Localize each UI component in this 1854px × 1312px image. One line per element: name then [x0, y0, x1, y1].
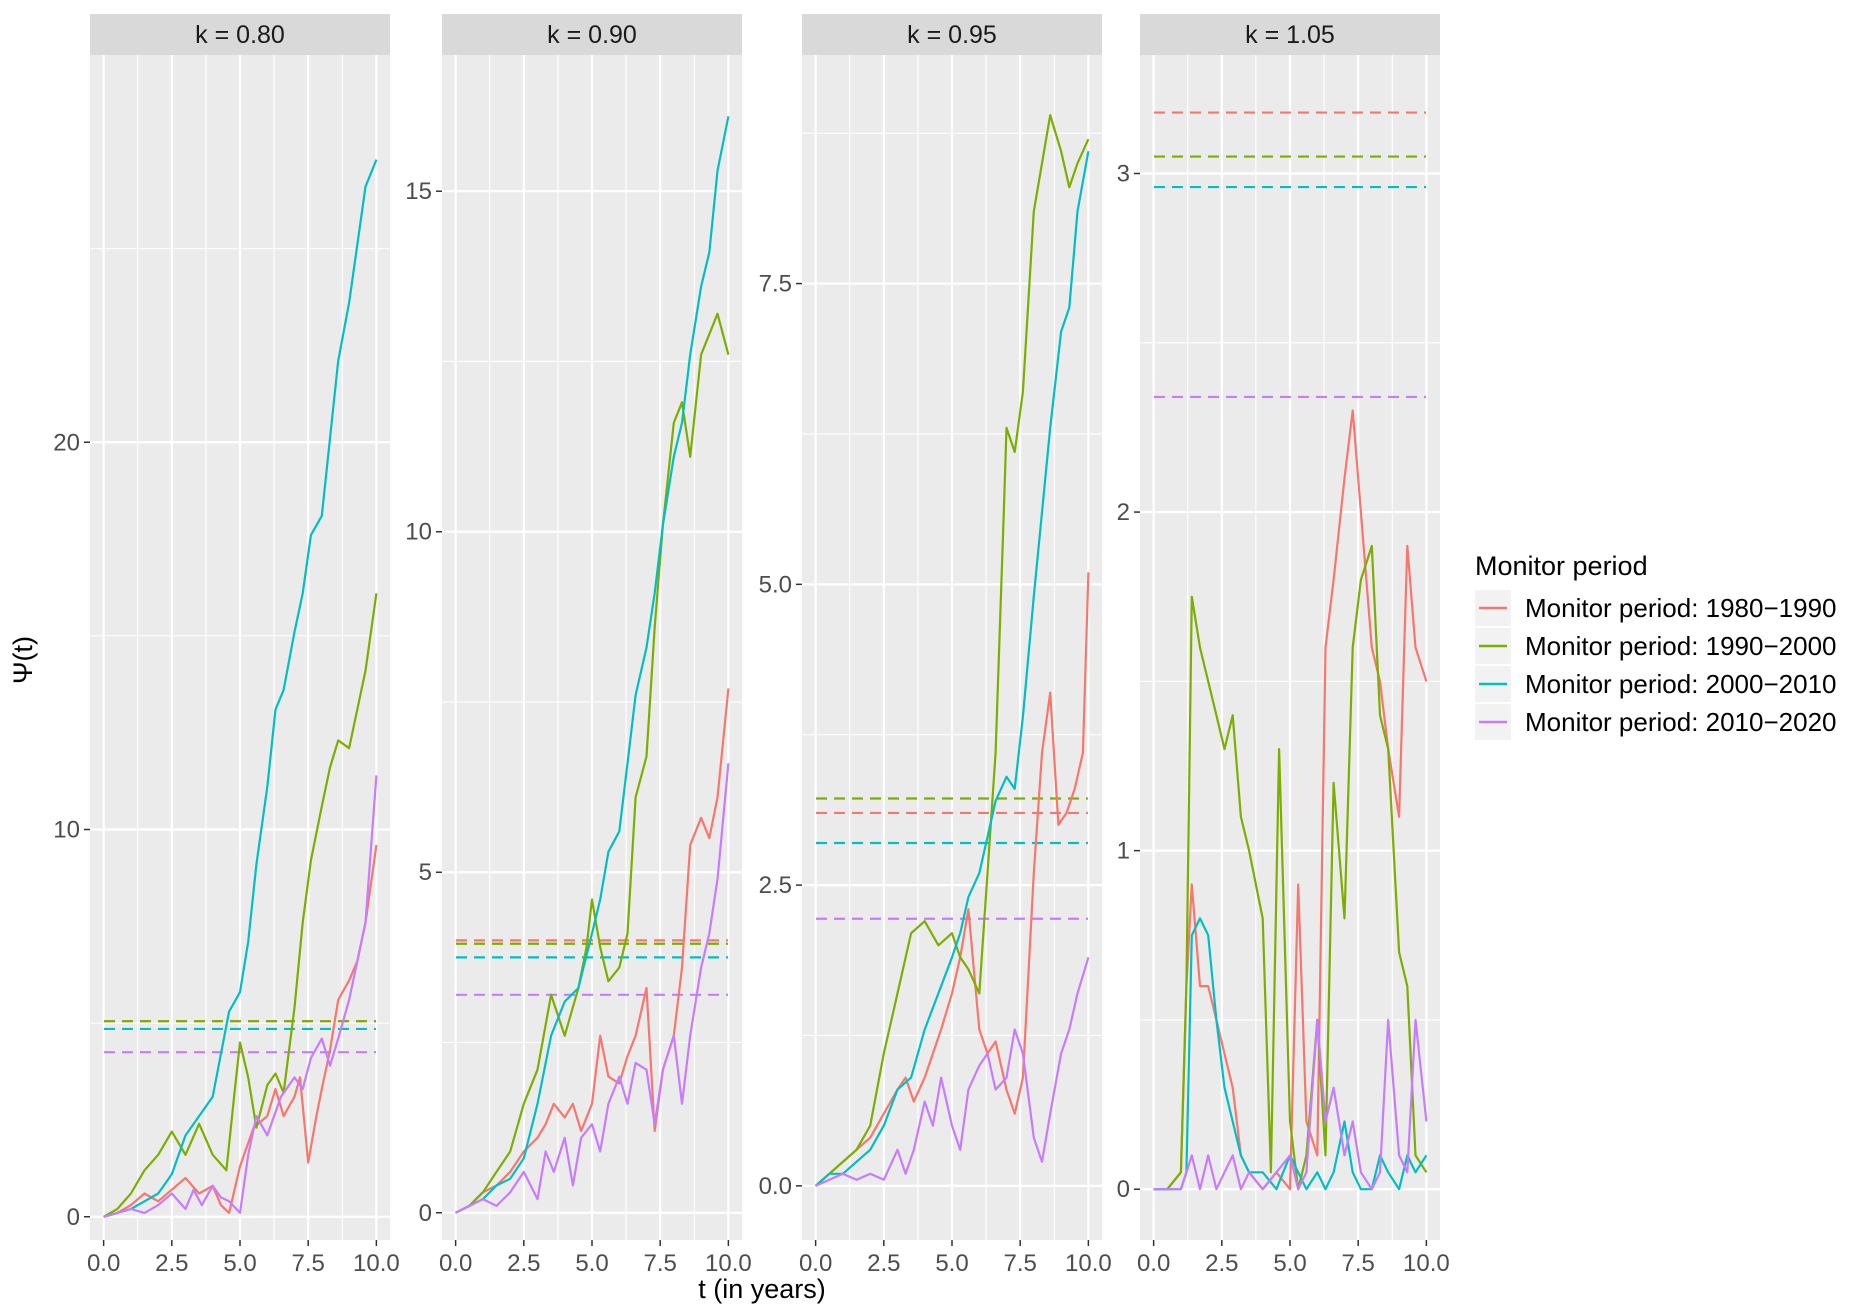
facet-strip-label: k = 0.90 [547, 21, 637, 49]
x-tick-label: 7.5 [643, 1250, 676, 1277]
x-tick-label: 0.0 [1137, 1250, 1170, 1277]
x-tick-label: 10.0 [705, 1250, 752, 1277]
series-line-2 [455, 312, 730, 1214]
panel-k-0.80: k = 0.80 0 10 20 0.0 2.5 5.0 7.5 10.0 [53, 14, 400, 1277]
x-tick-label: 7.5 [1341, 1250, 1374, 1277]
y-tick-label: 3 [1117, 161, 1130, 188]
series-line-3 [814, 151, 1090, 1187]
x-tick-label: 0.0 [87, 1250, 120, 1277]
y-tick-label: 0 [419, 1200, 432, 1227]
x-tick-label: 5.0 [575, 1250, 608, 1277]
series-line-1 [814, 572, 1090, 1187]
series-line-2 [103, 593, 378, 1218]
legend-entry-label: Monitor period: 2000−2010 [1525, 669, 1837, 699]
x-tick-label: 10.0 [1403, 1250, 1450, 1277]
legend-entry-label: Monitor period: 1990−2000 [1525, 631, 1837, 661]
x-tick-label: 2.5 [155, 1250, 188, 1277]
y-tick-label: 0 [1117, 1176, 1130, 1203]
y-axis-title: Ψ(t) [8, 636, 38, 684]
legend-entry-label: Monitor period: 1980−1990 [1525, 593, 1837, 623]
facet-strip [1140, 14, 1440, 55]
panel-k-0.95: k = 0.95 0.0 2.5 5.0 7.5 0.0 2.5 5.0 7.5 10.0 [759, 14, 1112, 1277]
facet-strip-label: k = 0.80 [195, 21, 285, 49]
y-tick-label: 2 [1117, 499, 1130, 526]
series-line-4 [103, 775, 378, 1218]
facet-strip [442, 14, 742, 55]
y-tick-label: 0 [67, 1204, 80, 1231]
y-tick-label: 10 [405, 519, 432, 546]
series-line-3 [103, 159, 378, 1218]
y-tick-label: 20 [53, 429, 80, 456]
x-tick-label: 2.5 [507, 1250, 540, 1277]
x-tick-label: 0.0 [799, 1250, 832, 1277]
legend-title: Monitor period [1475, 551, 1648, 581]
x-tick-label: 10.0 [353, 1250, 400, 1277]
x-tick-label: 5.0 [223, 1250, 256, 1277]
panel-k-0.90: k = 0.90 0 5 10 15 0.0 2.5 5.0 7.5 10.0 [405, 14, 752, 1277]
y-tick-label: 5 [419, 859, 432, 886]
series-line-3 [455, 116, 730, 1214]
x-tick-label: 5.0 [1273, 1250, 1306, 1277]
x-tick-label: 2.5 [1205, 1250, 1238, 1277]
series-line-1 [1153, 409, 1428, 1191]
facet-strip [802, 14, 1102, 55]
x-tick-label: 5.0 [935, 1250, 968, 1277]
legend-entry-label: Monitor period: 2010−2020 [1525, 707, 1837, 737]
x-tick-label: 7.5 [291, 1250, 324, 1277]
y-tick-label: 5.0 [759, 571, 792, 598]
y-tick-label: 1 [1117, 838, 1130, 865]
series-line-4 [815, 956, 1090, 1187]
y-tick-label: 7.5 [759, 271, 792, 298]
x-tick-label: 0.0 [439, 1250, 472, 1277]
x-tick-label: 7.5 [1003, 1250, 1036, 1277]
x-tick-label: 2.5 [867, 1250, 900, 1277]
series-line-2 [1153, 544, 1428, 1191]
series-line-2 [814, 114, 1090, 1187]
panel-k-1.05: k = 1.05 0 1 2 3 0.0 2.5 5.0 7.5 10.0 [1117, 14, 1450, 1277]
series-line-1 [455, 688, 730, 1214]
legend: Monitor period Monitor period: 1980−1990… [1475, 551, 1837, 740]
facet-strip-label: k = 0.95 [907, 21, 997, 49]
facet-strip-label: k = 1.05 [1245, 21, 1335, 49]
y-tick-label: 15 [405, 178, 432, 205]
series-line-1 [103, 844, 378, 1218]
x-axis-title: t (in years) [698, 1274, 826, 1304]
facet-strip [90, 14, 390, 55]
series-line-4 [455, 763, 730, 1214]
series-line-4 [1153, 1018, 1428, 1191]
y-tick-label: 0.0 [759, 1173, 792, 1200]
y-tick-label: 10 [53, 817, 80, 844]
y-tick-label: 2.5 [759, 872, 792, 899]
x-tick-label: 10.0 [1065, 1250, 1112, 1277]
